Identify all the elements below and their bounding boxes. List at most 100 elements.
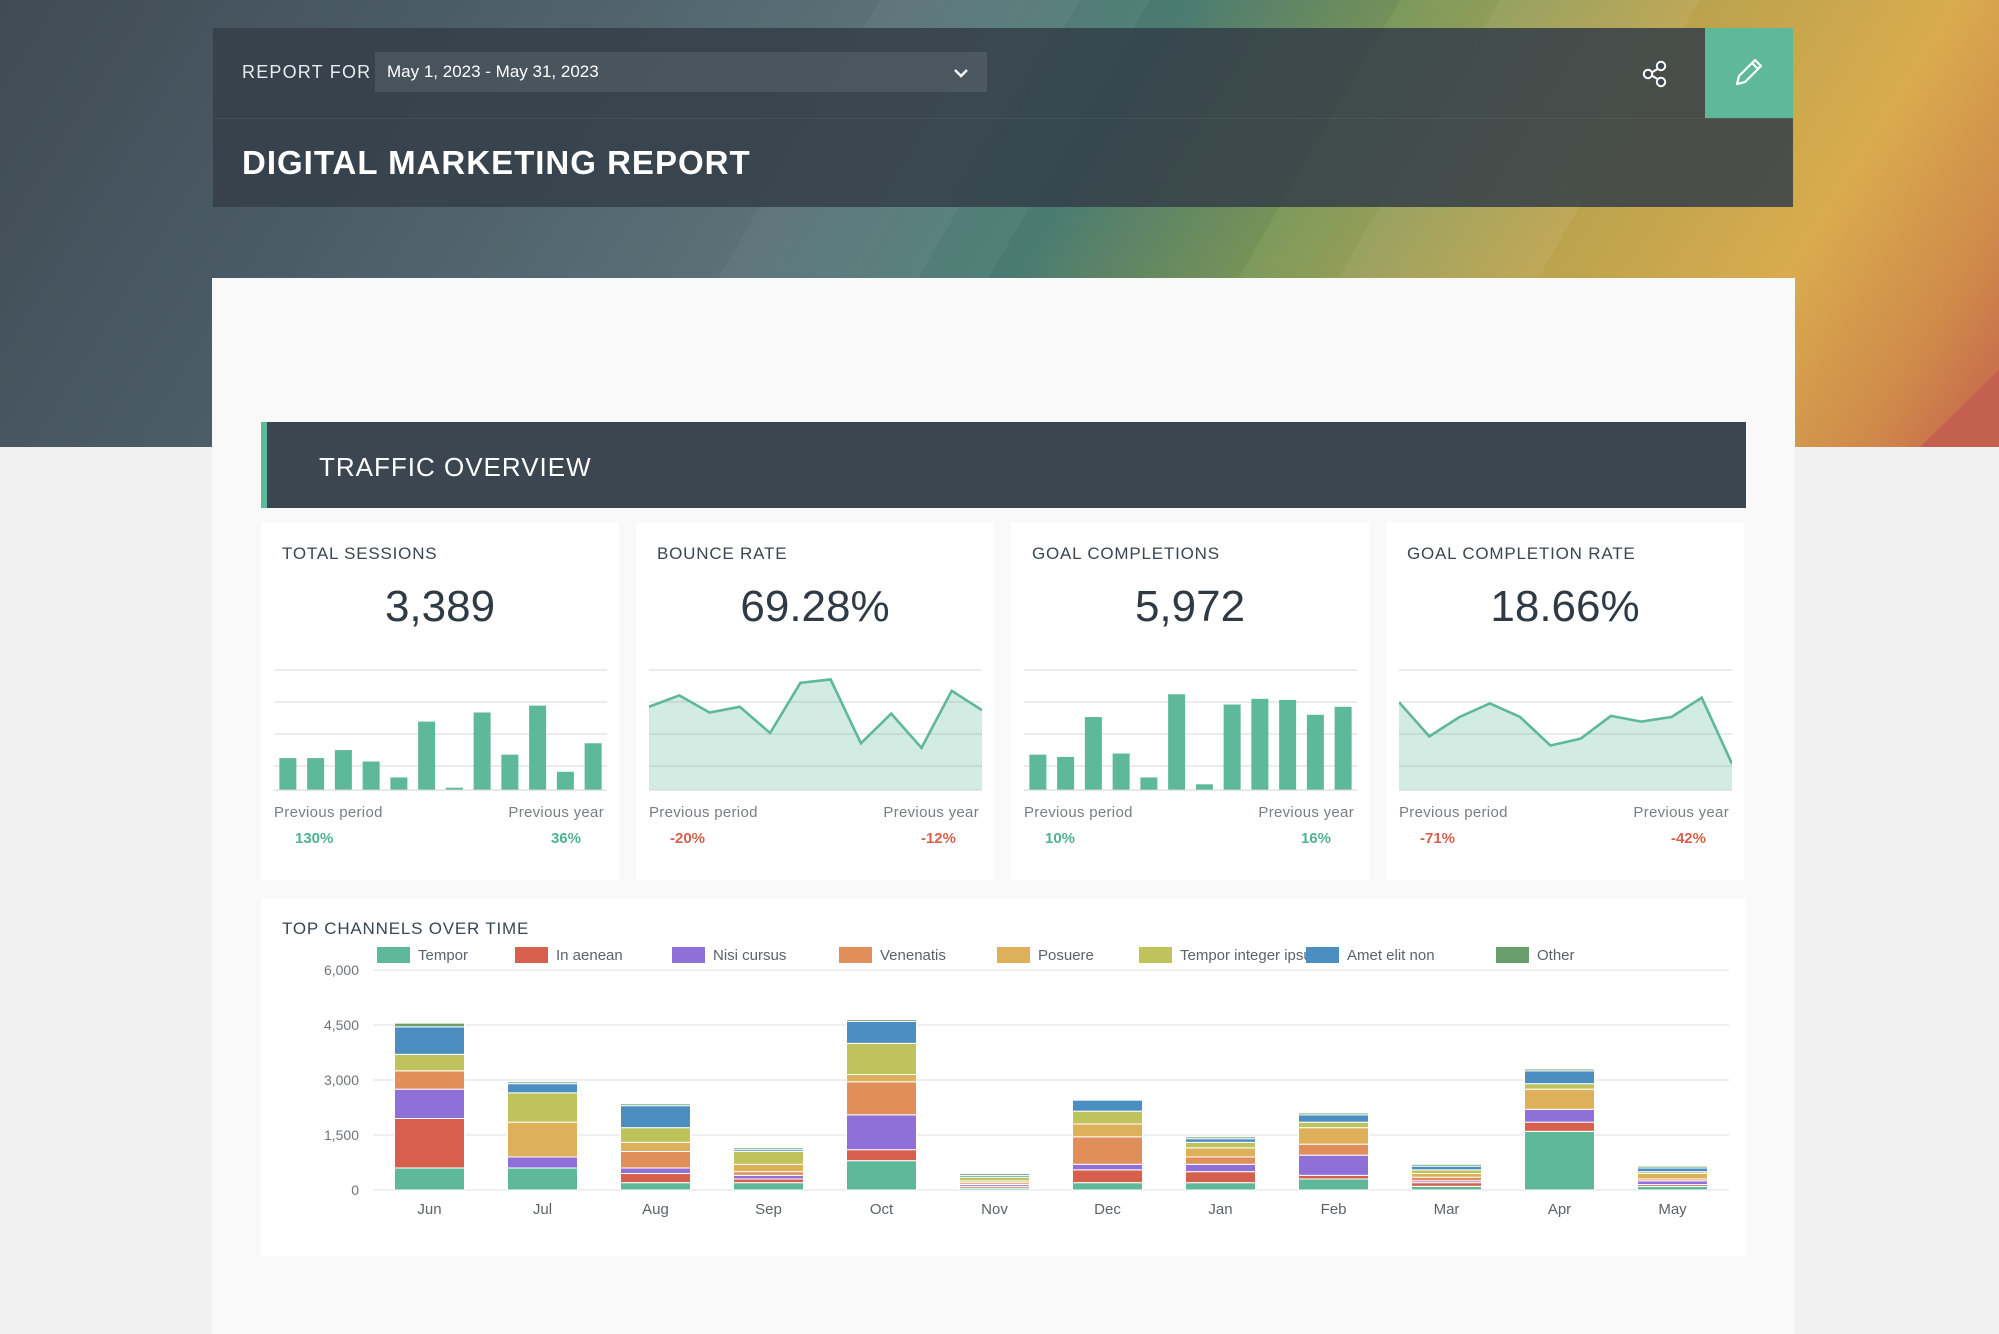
- spark-bar: [1057, 756, 1075, 790]
- bar-segment: [1411, 1169, 1482, 1175]
- bar-segment: [620, 1167, 691, 1174]
- bar-segment: [846, 1081, 917, 1116]
- report-content: TRAFFIC OVERVIEW TOTAL SESSIONS 3,389 Pr…: [212, 278, 1795, 1334]
- legend-swatch: [1139, 947, 1172, 963]
- kpi-card-goal-completion-rate[interactable]: GOAL COMPLETION RATE 18.66% Previous per…: [1386, 522, 1744, 880]
- kpi-sparkline: [274, 669, 607, 791]
- y-tick-label: 1,500: [324, 1127, 359, 1143]
- previous-year-value: 16%: [1300, 830, 1331, 847]
- y-tick-label: 3,000: [324, 1072, 359, 1088]
- bar-segment: [733, 1163, 804, 1173]
- spark-line: [1399, 695, 1732, 765]
- bar-segment: [1185, 1163, 1256, 1173]
- kpi-card-goal-completions[interactable]: GOAL COMPLETIONS 5,972 Previous period P…: [1011, 522, 1369, 880]
- spark-bar: [1251, 698, 1269, 790]
- bar-segment: [1185, 1182, 1256, 1191]
- x-tick-label: Jan: [1208, 1201, 1232, 1218]
- bar-segment: [1185, 1147, 1256, 1158]
- legend-label: Tempor: [418, 947, 468, 964]
- bar-segment: [1411, 1173, 1482, 1178]
- section-header: TRAFFIC OVERVIEW: [261, 422, 1746, 508]
- y-tick-label: 4,500: [324, 1017, 359, 1033]
- legend-swatch: [377, 947, 410, 963]
- bar-segment: [1411, 1163, 1482, 1167]
- date-range-value: May 1, 2023 - May 31, 2023: [387, 62, 599, 81]
- header-toolbar: REPORT FOR May 1, 2023 - May 31, 2023: [213, 28, 1793, 119]
- bar-segment: [1411, 1165, 1482, 1171]
- kpi-card-bounce-rate[interactable]: BOUNCE RATE 69.28% Previous period Previ…: [636, 522, 994, 880]
- chevron-down-icon: [953, 64, 969, 84]
- report-header: REPORT FOR May 1, 2023 - May 31, 2023 DI…: [213, 28, 1793, 207]
- bar-segment: [1185, 1136, 1256, 1140]
- bar-segment: [620, 1151, 691, 1169]
- bar-segment: [620, 1127, 691, 1143]
- kpi-sparkline: [1024, 669, 1357, 791]
- kpi-value: 69.28%: [740, 582, 890, 631]
- edit-button[interactable]: [1705, 28, 1793, 118]
- stacked-bar-chart: 6,000 4,500 3,000 1,500 0 Tempor In aenean Nisi…: [324, 947, 1729, 1218]
- bar-segment: [1637, 1180, 1708, 1186]
- bar-segment: [959, 1173, 1030, 1176]
- bar-segment: [507, 1081, 578, 1085]
- previous-period-value: -71%: [1420, 830, 1456, 847]
- bar-segment: [733, 1171, 804, 1176]
- previous-period-value: -20%: [670, 830, 706, 847]
- share-button[interactable]: [1637, 56, 1673, 92]
- bar-segment: [1411, 1182, 1482, 1187]
- bar-segment: [1072, 1110, 1143, 1125]
- previous-year-label: Previous year: [1633, 804, 1729, 821]
- previous-period-label: Previous period: [1399, 804, 1508, 821]
- x-tick-label: Jun: [417, 1201, 441, 1218]
- chart-title: TOP CHANNELS OVER TIME: [282, 919, 530, 938]
- bar-segment: [620, 1182, 691, 1191]
- bar-segment: [394, 1167, 465, 1191]
- spark-bar: [501, 754, 519, 790]
- bar-segment: [620, 1173, 691, 1184]
- kpi-label: GOAL COMPLETION RATE: [1407, 544, 1636, 563]
- previous-period-label: Previous period: [1024, 804, 1133, 821]
- bar-segment: [507, 1121, 578, 1158]
- previous-year-value: 36%: [550, 830, 581, 847]
- spark-bar: [1112, 753, 1130, 790]
- bar-segment: [733, 1174, 804, 1180]
- x-tick-label: Apr: [1548, 1201, 1571, 1218]
- spark-bar: [556, 771, 574, 790]
- y-tick-label: 0: [351, 1182, 359, 1198]
- bar-segment: [507, 1167, 578, 1191]
- page-title: DIGITAL MARKETING REPORT: [242, 144, 751, 181]
- x-tick-label: Mar: [1434, 1201, 1460, 1218]
- kpi-value: 3,389: [384, 582, 496, 631]
- spark-bar: [307, 758, 325, 790]
- bar-segment: [394, 1053, 465, 1072]
- bar-segment: [1524, 1130, 1595, 1191]
- bar-segment: [1524, 1068, 1595, 1072]
- legend-label: Nisi cursus: [713, 947, 786, 964]
- bar-segment: [394, 1022, 465, 1028]
- kpi-sparkline: [649, 669, 982, 791]
- bar-segment: [1411, 1185, 1482, 1191]
- kpi-card-total-sessions[interactable]: TOTAL SESSIONS 3,389 Previous period Pre…: [261, 522, 619, 880]
- bar-segment: [1298, 1178, 1369, 1191]
- bar-segment: [846, 1149, 917, 1162]
- bar-segment: [1185, 1156, 1256, 1165]
- bar-segment: [1185, 1138, 1256, 1143]
- bar-segment: [1298, 1114, 1369, 1123]
- x-tick-label: Nov: [981, 1201, 1008, 1218]
- legend-swatch: [1496, 947, 1529, 963]
- bar-segment: [846, 1074, 917, 1083]
- kpi-sparkline: [1399, 669, 1732, 791]
- bar-segment: [394, 1118, 465, 1169]
- bar-segment: [733, 1147, 804, 1151]
- bar-segment: [1524, 1088, 1595, 1110]
- bar-segment: [1637, 1167, 1708, 1173]
- previous-year-value: -12%: [920, 830, 956, 847]
- legend-label: In aenean: [556, 947, 623, 964]
- bar-segment: [1637, 1173, 1708, 1180]
- bar-segment: [846, 1114, 917, 1151]
- date-range-dropdown[interactable]: May 1, 2023 - May 31, 2023: [375, 52, 987, 92]
- bar-segment: [1524, 1083, 1595, 1090]
- bar-segment: [1298, 1143, 1369, 1156]
- spark-bar: [418, 721, 436, 790]
- bar-segment: [1298, 1174, 1369, 1180]
- bar-segment: [1524, 1108, 1595, 1123]
